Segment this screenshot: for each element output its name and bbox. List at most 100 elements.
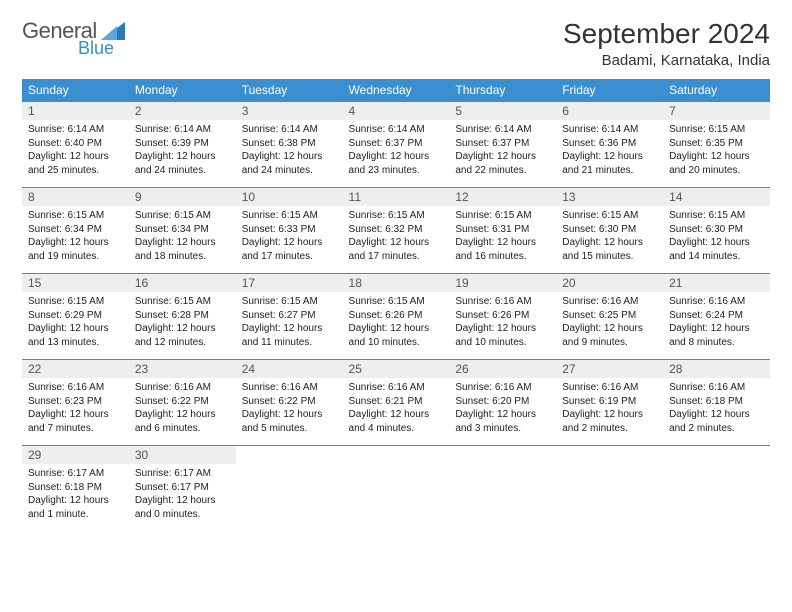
day-info: Sunrise: 6:15 AMSunset: 6:34 PMDaylight:… [129, 206, 236, 265]
day-info: Sunrise: 6:16 AMSunset: 6:25 PMDaylight:… [556, 292, 663, 351]
day-number: 12 [449, 188, 556, 206]
logo-text-blue: Blue [22, 38, 114, 59]
calendar-cell [556, 446, 663, 532]
day-number: 19 [449, 274, 556, 292]
day-info: Sunrise: 6:16 AMSunset: 6:26 PMDaylight:… [449, 292, 556, 351]
calendar-cell: 9Sunrise: 6:15 AMSunset: 6:34 PMDaylight… [129, 188, 236, 274]
day-info: Sunrise: 6:17 AMSunset: 6:17 PMDaylight:… [129, 464, 236, 523]
day-number: 11 [343, 188, 450, 206]
calendar-cell: 14Sunrise: 6:15 AMSunset: 6:30 PMDayligh… [663, 188, 770, 274]
day-number: 21 [663, 274, 770, 292]
day-number: 6 [556, 102, 663, 120]
day-info: Sunrise: 6:14 AMSunset: 6:39 PMDaylight:… [129, 120, 236, 179]
day-info: Sunrise: 6:14 AMSunset: 6:40 PMDaylight:… [22, 120, 129, 179]
day-number: 8 [22, 188, 129, 206]
calendar-cell: 28Sunrise: 6:16 AMSunset: 6:18 PMDayligh… [663, 360, 770, 446]
day-number: 15 [22, 274, 129, 292]
calendar-cell: 26Sunrise: 6:16 AMSunset: 6:20 PMDayligh… [449, 360, 556, 446]
day-info: Sunrise: 6:16 AMSunset: 6:20 PMDaylight:… [449, 378, 556, 437]
calendar-cell: 25Sunrise: 6:16 AMSunset: 6:21 PMDayligh… [343, 360, 450, 446]
calendar-cell: 15Sunrise: 6:15 AMSunset: 6:29 PMDayligh… [22, 274, 129, 360]
calendar-cell [236, 446, 343, 532]
calendar-cell: 3Sunrise: 6:14 AMSunset: 6:38 PMDaylight… [236, 102, 343, 188]
calendar-week-row: 22Sunrise: 6:16 AMSunset: 6:23 PMDayligh… [22, 360, 770, 446]
weekday-header: Tuesday [236, 79, 343, 102]
calendar-cell: 8Sunrise: 6:15 AMSunset: 6:34 PMDaylight… [22, 188, 129, 274]
calendar-week-row: 1Sunrise: 6:14 AMSunset: 6:40 PMDaylight… [22, 102, 770, 188]
calendar-cell: 21Sunrise: 6:16 AMSunset: 6:24 PMDayligh… [663, 274, 770, 360]
day-info: Sunrise: 6:15 AMSunset: 6:27 PMDaylight:… [236, 292, 343, 351]
calendar-cell: 7Sunrise: 6:15 AMSunset: 6:35 PMDaylight… [663, 102, 770, 188]
day-number: 5 [449, 102, 556, 120]
calendar-cell: 4Sunrise: 6:14 AMSunset: 6:37 PMDaylight… [343, 102, 450, 188]
day-number: 17 [236, 274, 343, 292]
day-number: 18 [343, 274, 450, 292]
calendar-cell: 6Sunrise: 6:14 AMSunset: 6:36 PMDaylight… [556, 102, 663, 188]
day-number: 25 [343, 360, 450, 378]
calendar-cell: 18Sunrise: 6:15 AMSunset: 6:26 PMDayligh… [343, 274, 450, 360]
day-number: 16 [129, 274, 236, 292]
calendar-cell [449, 446, 556, 532]
day-number: 7 [663, 102, 770, 120]
calendar-cell: 11Sunrise: 6:15 AMSunset: 6:32 PMDayligh… [343, 188, 450, 274]
day-number: 24 [236, 360, 343, 378]
day-number: 20 [556, 274, 663, 292]
calendar-cell: 20Sunrise: 6:16 AMSunset: 6:25 PMDayligh… [556, 274, 663, 360]
day-info: Sunrise: 6:15 AMSunset: 6:30 PMDaylight:… [663, 206, 770, 265]
weekday-header-row: Sunday Monday Tuesday Wednesday Thursday… [22, 79, 770, 102]
calendar-week-row: 29Sunrise: 6:17 AMSunset: 6:18 PMDayligh… [22, 446, 770, 532]
calendar-cell: 13Sunrise: 6:15 AMSunset: 6:30 PMDayligh… [556, 188, 663, 274]
calendar-cell [663, 446, 770, 532]
calendar-cell: 17Sunrise: 6:15 AMSunset: 6:27 PMDayligh… [236, 274, 343, 360]
day-info: Sunrise: 6:15 AMSunset: 6:29 PMDaylight:… [22, 292, 129, 351]
calendar-cell: 27Sunrise: 6:16 AMSunset: 6:19 PMDayligh… [556, 360, 663, 446]
day-number: 4 [343, 102, 450, 120]
weekday-header: Sunday [22, 79, 129, 102]
page-title: September 2024 [563, 18, 770, 50]
calendar-cell: 19Sunrise: 6:16 AMSunset: 6:26 PMDayligh… [449, 274, 556, 360]
day-info: Sunrise: 6:14 AMSunset: 6:37 PMDaylight:… [449, 120, 556, 179]
calendar-cell: 12Sunrise: 6:15 AMSunset: 6:31 PMDayligh… [449, 188, 556, 274]
day-number: 14 [663, 188, 770, 206]
calendar-cell [343, 446, 450, 532]
calendar-cell: 5Sunrise: 6:14 AMSunset: 6:37 PMDaylight… [449, 102, 556, 188]
calendar-cell: 23Sunrise: 6:16 AMSunset: 6:22 PMDayligh… [129, 360, 236, 446]
day-number: 23 [129, 360, 236, 378]
calendar-cell: 2Sunrise: 6:14 AMSunset: 6:39 PMDaylight… [129, 102, 236, 188]
calendar-week-row: 15Sunrise: 6:15 AMSunset: 6:29 PMDayligh… [22, 274, 770, 360]
calendar-cell: 24Sunrise: 6:16 AMSunset: 6:22 PMDayligh… [236, 360, 343, 446]
day-info: Sunrise: 6:14 AMSunset: 6:38 PMDaylight:… [236, 120, 343, 179]
day-info: Sunrise: 6:15 AMSunset: 6:35 PMDaylight:… [663, 120, 770, 179]
weekday-header: Saturday [663, 79, 770, 102]
weekday-header: Friday [556, 79, 663, 102]
weekday-header: Wednesday [343, 79, 450, 102]
calendar-cell: 29Sunrise: 6:17 AMSunset: 6:18 PMDayligh… [22, 446, 129, 532]
day-info: Sunrise: 6:14 AMSunset: 6:36 PMDaylight:… [556, 120, 663, 179]
day-info: Sunrise: 6:15 AMSunset: 6:32 PMDaylight:… [343, 206, 450, 265]
calendar-cell: 30Sunrise: 6:17 AMSunset: 6:17 PMDayligh… [129, 446, 236, 532]
weekday-header: Thursday [449, 79, 556, 102]
day-number: 9 [129, 188, 236, 206]
calendar-cell: 22Sunrise: 6:16 AMSunset: 6:23 PMDayligh… [22, 360, 129, 446]
day-info: Sunrise: 6:15 AMSunset: 6:28 PMDaylight:… [129, 292, 236, 351]
logo: General Blue [22, 18, 127, 59]
day-number: 30 [129, 446, 236, 464]
calendar-table: Sunday Monday Tuesday Wednesday Thursday… [22, 79, 770, 532]
day-info: Sunrise: 6:15 AMSunset: 6:33 PMDaylight:… [236, 206, 343, 265]
day-number: 3 [236, 102, 343, 120]
day-number: 27 [556, 360, 663, 378]
day-number: 26 [449, 360, 556, 378]
calendar-cell: 1Sunrise: 6:14 AMSunset: 6:40 PMDaylight… [22, 102, 129, 188]
day-number: 10 [236, 188, 343, 206]
day-number: 22 [22, 360, 129, 378]
day-info: Sunrise: 6:16 AMSunset: 6:22 PMDaylight:… [129, 378, 236, 437]
day-info: Sunrise: 6:16 AMSunset: 6:24 PMDaylight:… [663, 292, 770, 351]
day-info: Sunrise: 6:15 AMSunset: 6:26 PMDaylight:… [343, 292, 450, 351]
day-number: 28 [663, 360, 770, 378]
title-block: September 2024 Badami, Karnataka, India [563, 18, 770, 69]
calendar-week-row: 8Sunrise: 6:15 AMSunset: 6:34 PMDaylight… [22, 188, 770, 274]
day-info: Sunrise: 6:17 AMSunset: 6:18 PMDaylight:… [22, 464, 129, 523]
day-info: Sunrise: 6:16 AMSunset: 6:18 PMDaylight:… [663, 378, 770, 437]
day-info: Sunrise: 6:15 AMSunset: 6:30 PMDaylight:… [556, 206, 663, 265]
header: General Blue September 2024 Badami, Karn… [22, 18, 770, 69]
